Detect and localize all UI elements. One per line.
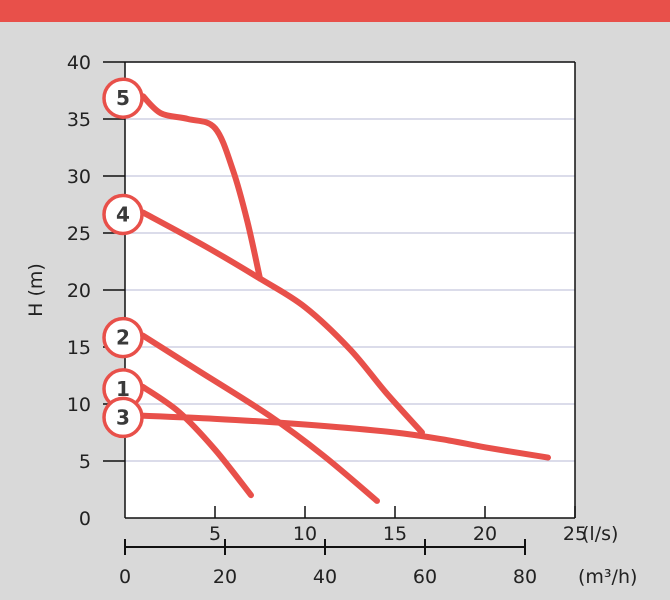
x-tick-label: 5 [209, 523, 221, 545]
x-tick-label: 10 [293, 523, 317, 545]
pump-curve-3 [131, 412, 551, 461]
curve-badge-3: 3 [102, 396, 144, 439]
secondary-x-tick-label: 40 [313, 566, 337, 588]
y-axis-ticks: 0 5 10 15 20 25 30 35 40 [67, 52, 125, 530]
pump-curves [131, 93, 551, 504]
pump-curve-1 [140, 383, 254, 499]
curve-badge-label: 3 [116, 405, 130, 429]
secondary-x-tick-label: 0 [119, 566, 131, 588]
top-accent-bar [0, 0, 670, 22]
y-axis-label: H (m) [25, 263, 47, 317]
curve-badge-2: 2 [102, 316, 144, 359]
secondary-x-axis-unit-label: (m³/h) [578, 566, 637, 588]
curve-badge-circle [102, 316, 144, 359]
y-tick-label: 35 [67, 109, 91, 131]
pump-curve-2 [140, 332, 380, 504]
secondary-x-tick-label: 60 [413, 566, 437, 588]
y-tick-label: 20 [67, 280, 91, 302]
curve-number-badges: 1 2 3 4 5 [102, 77, 144, 439]
curve-badge-circle [102, 193, 144, 236]
curve-badge-label: 5 [116, 86, 130, 110]
secondary-x-tick-label: 20 [213, 566, 237, 588]
curve-badge-label: 1 [116, 377, 130, 401]
y-tick-label: 30 [67, 166, 91, 188]
y-tick-label: 40 [67, 52, 91, 74]
curve-badge-5: 5 [102, 77, 144, 119]
curve-badge-4: 4 [102, 193, 144, 236]
curve-badge-circle [102, 77, 144, 119]
x-axis-ticks: 5 10 15 20 25 [209, 506, 587, 545]
y-tick-label: 10 [67, 394, 91, 416]
x-tick-label: 15 [383, 523, 407, 545]
y-tick-label: 5 [79, 451, 91, 473]
pump-curve-4 [140, 209, 425, 436]
y-tick-label: 25 [67, 223, 91, 245]
curve-badge-label: 2 [116, 326, 130, 350]
curve-badge-label: 4 [116, 202, 130, 226]
secondary-x-axis-ticks: 0 20 40 60 80 [119, 539, 537, 588]
x-tick-label: 20 [473, 523, 497, 545]
secondary-x-tick-label: 80 [513, 566, 537, 588]
x-tick-label: 25 [563, 523, 587, 545]
pump-curve-5 [140, 93, 263, 282]
y-tick-label: 0 [79, 508, 91, 530]
curve-badge-circle [102, 396, 144, 439]
x-axis-unit-label: (l/s) [582, 523, 618, 545]
y-tick-label: 15 [67, 337, 91, 359]
